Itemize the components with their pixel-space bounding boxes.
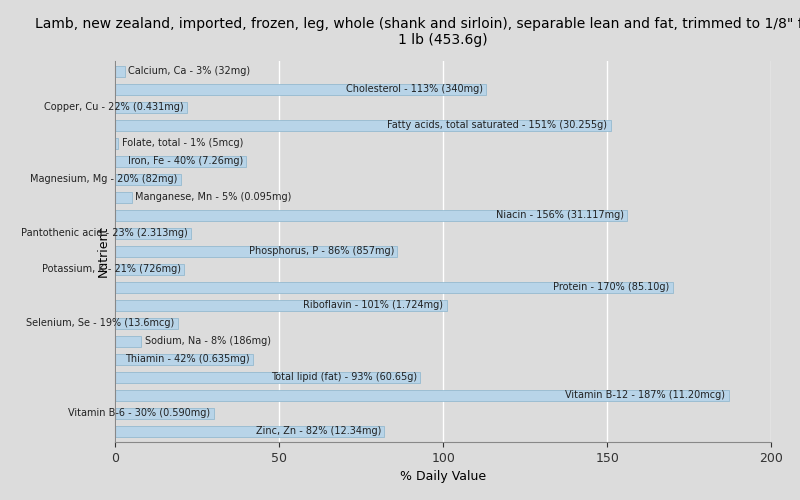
- Text: Riboflavin - 101% (1.724mg): Riboflavin - 101% (1.724mg): [303, 300, 443, 310]
- Bar: [115, 66, 125, 76]
- Text: Vitamin B-12 - 187% (11.20mcg): Vitamin B-12 - 187% (11.20mcg): [566, 390, 726, 400]
- Text: Cholesterol - 113% (340mg): Cholesterol - 113% (340mg): [346, 84, 482, 94]
- Bar: [115, 138, 118, 148]
- Text: Copper, Cu - 22% (0.431mg): Copper, Cu - 22% (0.431mg): [45, 102, 184, 113]
- Y-axis label: Nutrient: Nutrient: [97, 226, 110, 277]
- Bar: [115, 192, 132, 202]
- Bar: [115, 426, 384, 436]
- Text: Selenium, Se - 19% (13.6mcg): Selenium, Se - 19% (13.6mcg): [26, 318, 174, 328]
- Title: Lamb, new zealand, imported, frozen, leg, whole (shank and sirloin), separable l: Lamb, new zealand, imported, frozen, leg…: [35, 16, 800, 47]
- Text: Protein - 170% (85.10g): Protein - 170% (85.10g): [554, 282, 670, 292]
- Text: Total lipid (fat) - 93% (60.65g): Total lipid (fat) - 93% (60.65g): [271, 372, 417, 382]
- Text: Potassium, K - 21% (726mg): Potassium, K - 21% (726mg): [42, 264, 181, 274]
- Bar: [115, 210, 627, 220]
- Bar: [115, 318, 178, 328]
- Text: Magnesium, Mg - 20% (82mg): Magnesium, Mg - 20% (82mg): [30, 174, 178, 184]
- Text: Niacin - 156% (31.117mg): Niacin - 156% (31.117mg): [496, 210, 624, 220]
- Bar: [115, 102, 187, 113]
- Bar: [115, 264, 184, 274]
- X-axis label: % Daily Value: % Daily Value: [400, 470, 486, 484]
- Text: Iron, Fe - 40% (7.26mg): Iron, Fe - 40% (7.26mg): [128, 156, 243, 166]
- Bar: [115, 156, 246, 166]
- Bar: [115, 282, 673, 292]
- Bar: [115, 300, 446, 310]
- Text: Thiamin - 42% (0.635mg): Thiamin - 42% (0.635mg): [125, 354, 250, 364]
- Text: Zinc, Zn - 82% (12.34mg): Zinc, Zn - 82% (12.34mg): [255, 426, 381, 436]
- Bar: [115, 390, 729, 400]
- Bar: [115, 228, 190, 238]
- Text: Fatty acids, total saturated - 151% (30.255g): Fatty acids, total saturated - 151% (30.…: [387, 120, 607, 130]
- Text: Folate, total - 1% (5mcg): Folate, total - 1% (5mcg): [122, 138, 243, 148]
- Bar: [115, 336, 142, 346]
- Bar: [115, 84, 486, 94]
- Text: Calcium, Ca - 3% (32mg): Calcium, Ca - 3% (32mg): [128, 66, 250, 76]
- Text: Phosphorus, P - 86% (857mg): Phosphorus, P - 86% (857mg): [249, 246, 394, 256]
- Bar: [115, 408, 214, 418]
- Text: Vitamin B-6 - 30% (0.590mg): Vitamin B-6 - 30% (0.590mg): [68, 408, 210, 418]
- Text: Pantothenic acid - 23% (2.313mg): Pantothenic acid - 23% (2.313mg): [21, 228, 187, 238]
- Bar: [115, 354, 253, 364]
- Bar: [115, 120, 610, 130]
- Bar: [115, 372, 420, 382]
- Text: Sodium, Na - 8% (186mg): Sodium, Na - 8% (186mg): [145, 336, 270, 346]
- Bar: [115, 174, 181, 184]
- Bar: [115, 246, 398, 256]
- Text: Manganese, Mn - 5% (0.095mg): Manganese, Mn - 5% (0.095mg): [135, 192, 291, 202]
